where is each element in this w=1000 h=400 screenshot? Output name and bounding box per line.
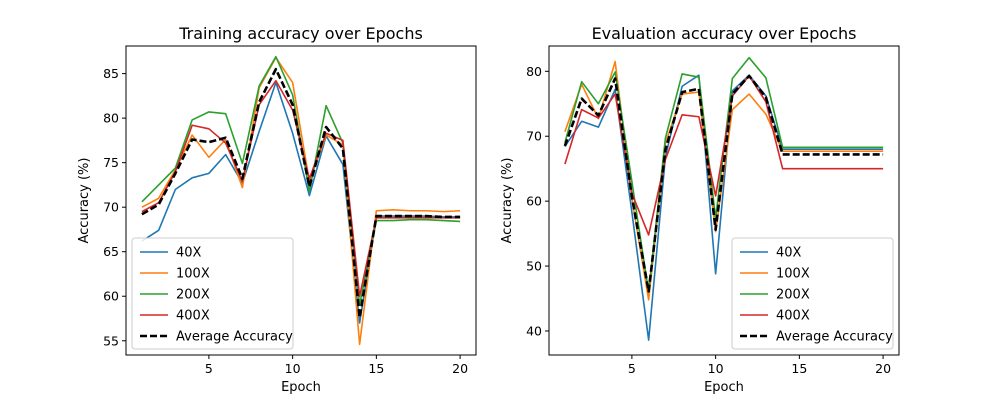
x-tick-label: 5 (628, 361, 636, 376)
series-lines (563, 56, 884, 341)
series-line-average-accuracy (141, 67, 461, 319)
chart-panel-1: Training accuracy over Epochs 5 10 15 20 55 60… (77, 24, 477, 395)
legend-label: 200X (776, 288, 810, 303)
x-tick-label: 20 (875, 361, 891, 376)
plot-frame (125, 45, 477, 356)
y-axis-label: Accuracy (%) (500, 158, 515, 244)
x-axis-label: Epoch (704, 380, 744, 395)
legend-box (731, 237, 894, 350)
x-tick-label: 15 (791, 361, 807, 376)
x-axis-label: Epoch (281, 380, 321, 395)
y-tick-label: 40 (526, 323, 542, 338)
y-tick-label: 80 (526, 64, 542, 79)
legend: 40X 100X 200X 400X Average Accuracy (731, 237, 894, 350)
plot-frame (548, 45, 900, 356)
x-tick-label: 20 (452, 361, 468, 376)
x-tick-label: 10 (285, 361, 301, 376)
legend-label: 100X (776, 267, 810, 282)
y-tick-label: 75 (103, 155, 119, 170)
legend-label: 40X (176, 246, 202, 261)
y-tick-label: 55 (103, 333, 119, 348)
x-tick-label: 10 (708, 361, 724, 376)
y-tick-label: 70 (103, 200, 119, 215)
series-line-average-accuracy (563, 74, 884, 293)
series-lines (141, 55, 461, 346)
y-axis-label: Accuracy (%) (77, 158, 92, 244)
legend-label: Average Accuracy (176, 330, 293, 345)
x-tick-label: 15 (368, 361, 384, 376)
legend-label: 200X (176, 288, 210, 303)
legend-label: 400X (176, 309, 210, 324)
y-tick-label: 65 (103, 244, 119, 259)
y-tick-label: 60 (103, 289, 119, 304)
y-tick-label: 70 (526, 129, 542, 144)
legend-label: Average Accuracy (776, 330, 893, 345)
y-tick-label: 80 (103, 111, 119, 126)
chart-title: Training accuracy over Epochs (178, 24, 423, 43)
chart-panel-2: Evaluation accuracy over Epochs 5 10 15 20 40… (500, 24, 900, 395)
y-tick-label: 50 (526, 259, 542, 274)
y-tick-label: 85 (103, 66, 119, 81)
series-line-400x (564, 75, 884, 236)
chart-title: Evaluation accuracy over Epochs (592, 24, 857, 43)
legend-label: 400X (776, 309, 810, 324)
legend-box (131, 237, 294, 350)
y-tick-label: 60 (526, 194, 542, 209)
x-tick-label: 5 (205, 361, 213, 376)
legend-label: 100X (176, 267, 210, 282)
legend-label: 40X (776, 246, 802, 261)
legend: 40X 100X 200X 400X Average Accuracy (131, 237, 294, 350)
